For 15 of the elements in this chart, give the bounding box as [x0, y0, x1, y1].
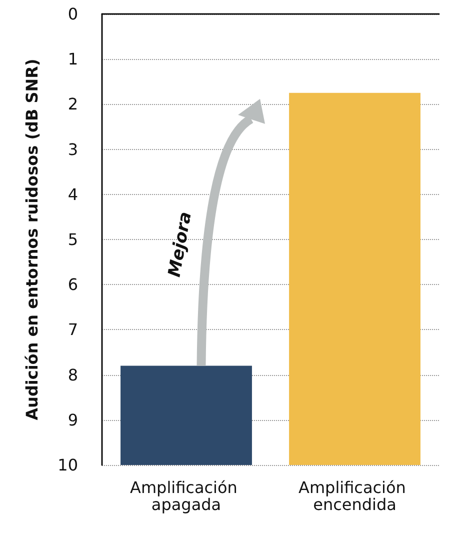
y-tick-label: 7 [68, 320, 78, 340]
y-tick-label: 2 [68, 94, 78, 114]
y-tick-label: 0 [68, 4, 78, 24]
annotation: Mejora [164, 210, 196, 279]
y-tick-label: 3 [68, 140, 78, 159]
y-tick-label: 9 [68, 410, 78, 430]
y-tick-label: 1 [68, 50, 78, 69]
y-tick-label: 10 [58, 456, 78, 474]
x-tick-label: Amplificación encendida [298, 478, 412, 514]
y-tick-label: 5 [68, 230, 78, 249]
y-axis-title: Audición en entornos ruidosos (dB SNR) [22, 58, 42, 420]
y-tick-label: 6 [68, 275, 78, 294]
y-tick-label: 4 [68, 184, 78, 204]
x-tick-label: Amplificación apagada [130, 478, 243, 514]
y-tick-label: 8 [68, 365, 78, 384]
